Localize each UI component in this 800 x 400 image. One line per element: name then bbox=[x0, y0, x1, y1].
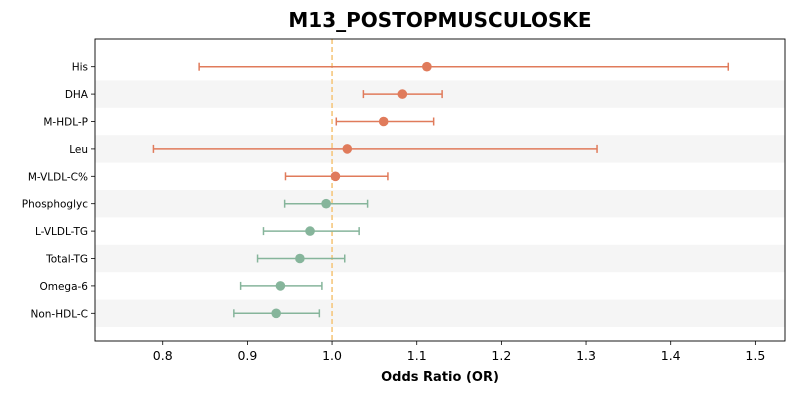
x-tick-label: 1.1 bbox=[407, 348, 427, 363]
y-tick-label: M-VLDL-C% bbox=[28, 171, 88, 183]
x-tick-label: 0.9 bbox=[237, 348, 257, 363]
x-tick-label: 1.4 bbox=[661, 348, 681, 363]
point-marker bbox=[397, 89, 408, 99]
chart-title: M13_POSTOPMUSCULOSKE bbox=[288, 8, 592, 32]
x-tick-label: 0.8 bbox=[153, 348, 173, 363]
y-tick-label: Omega-6 bbox=[39, 281, 88, 293]
point-marker bbox=[378, 116, 389, 127]
point-marker bbox=[342, 144, 353, 154]
point-marker bbox=[321, 198, 331, 209]
point-marker bbox=[275, 281, 286, 291]
point-marker bbox=[305, 226, 315, 236]
point-marker bbox=[422, 61, 432, 72]
error-bars bbox=[152, 62, 730, 318]
row-bands bbox=[95, 80, 785, 327]
row-band bbox=[95, 190, 785, 218]
plot-frame bbox=[94, 38, 786, 342]
point-markers bbox=[271, 61, 432, 319]
axes bbox=[94, 38, 786, 342]
y-tick-label: M-HDL-P bbox=[43, 117, 88, 129]
y-tick-labels: His DHA M-HDL-P Leu M-VLDL-C% Phosphoglyc L-VL… bbox=[22, 62, 95, 320]
point-marker bbox=[295, 253, 305, 264]
x-ticks: 0.8 0.9 1.0 1.1 1.2 1.3 1.4 1.5 bbox=[153, 341, 765, 363]
y-tick-label: L-VLDL-TG bbox=[35, 226, 88, 238]
x-tick-label: 1.0 bbox=[322, 348, 342, 363]
point-marker bbox=[271, 308, 281, 319]
point-marker bbox=[330, 171, 341, 182]
row-band bbox=[95, 299, 785, 327]
y-tick-label: Leu bbox=[69, 144, 88, 156]
x-tick-label: 1.2 bbox=[491, 348, 511, 363]
y-tick-label: Phosphoglyc bbox=[22, 199, 88, 211]
row-band bbox=[95, 244, 785, 273]
y-tick-label: Non-HDL-C bbox=[31, 308, 89, 320]
x-tick-label: 1.5 bbox=[745, 348, 765, 363]
y-tick-label: His bbox=[72, 62, 88, 74]
x-axis-label: Odds Ratio (OR) bbox=[381, 370, 499, 385]
y-tick-label: DHA bbox=[65, 89, 89, 101]
x-tick-label: 1.3 bbox=[576, 348, 596, 363]
y-tick-label: Total-TG bbox=[45, 254, 88, 266]
